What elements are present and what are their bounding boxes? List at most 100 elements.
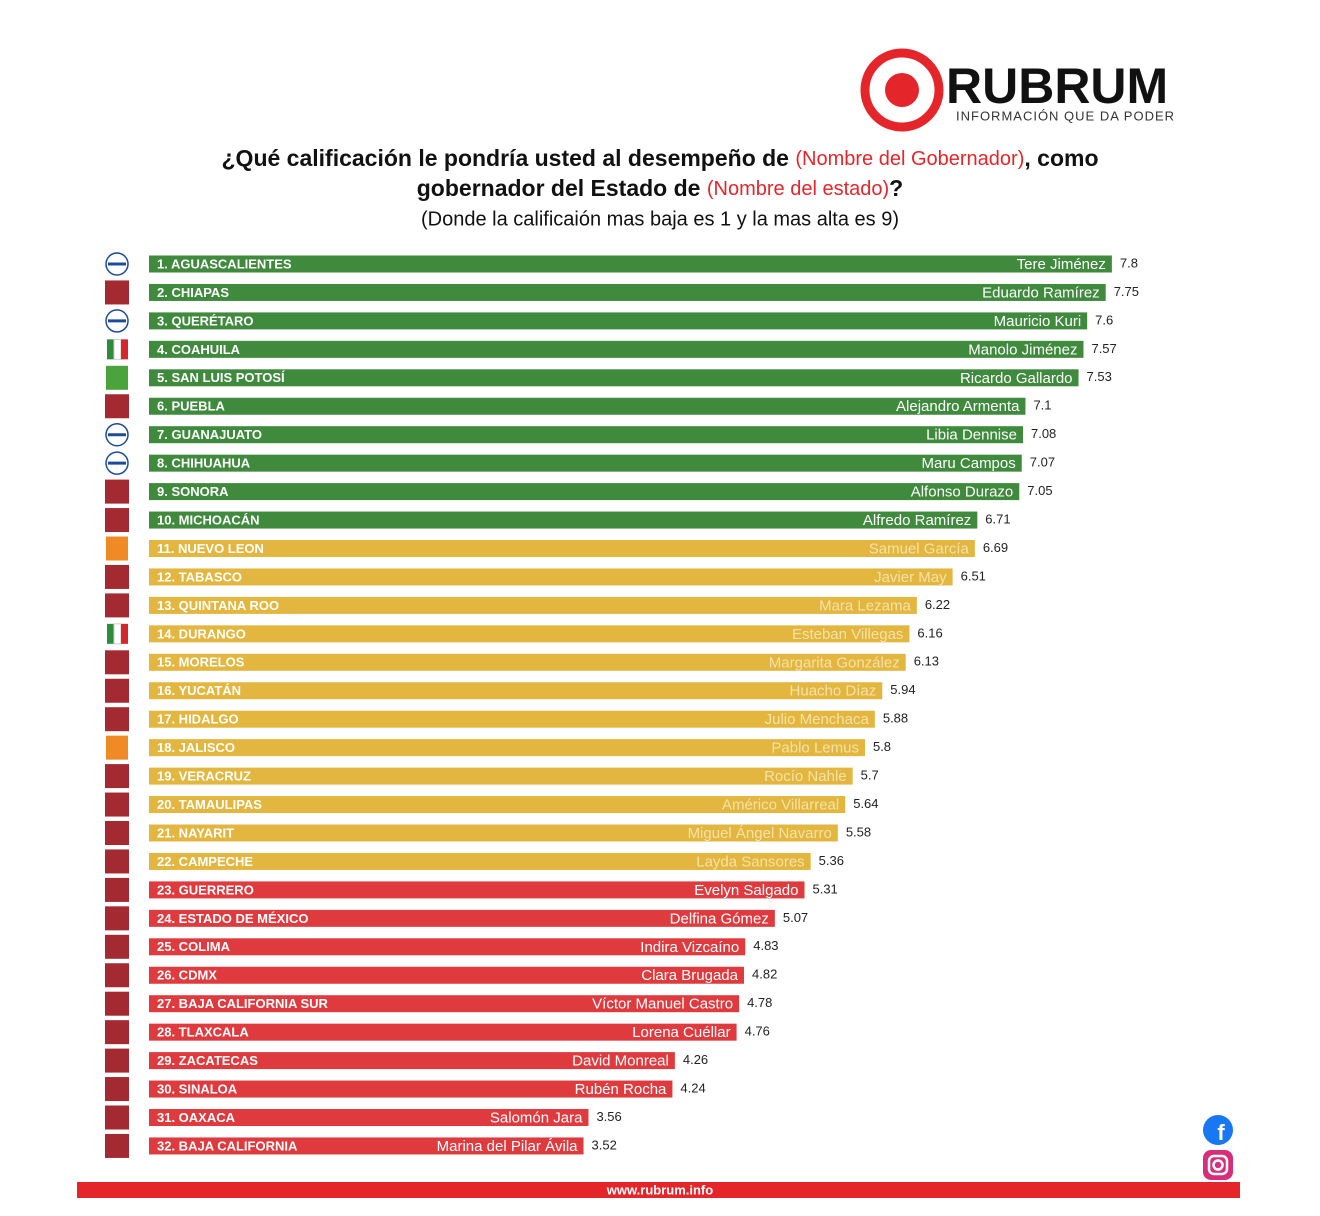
icon-shape: [107, 339, 114, 360]
bar: [149, 255, 1112, 273]
party-icon: [105, 849, 129, 874]
party-icon: [105, 678, 129, 703]
bar: [149, 1052, 675, 1070]
bar: [149, 938, 746, 956]
value-label: 6.69: [983, 540, 1008, 555]
bar: [149, 596, 917, 614]
governor-label: Pablo Lemus: [771, 740, 859, 757]
icon-shape: [113, 338, 122, 360]
governor-label: Evelyn Salgado: [694, 882, 798, 899]
party-icon: [105, 963, 129, 988]
bar: [149, 454, 1022, 472]
bar: [149, 767, 853, 785]
party-icon: [106, 735, 128, 760]
social-icons: f: [1203, 1115, 1233, 1180]
governor-label: Julio Menchaca: [765, 711, 870, 728]
party-icon: [105, 451, 129, 475]
value-label: 7.05: [1027, 483, 1052, 498]
icon-shape: [105, 1105, 129, 1130]
governor-label: Clara Brugada: [641, 967, 738, 984]
title-part: ¿Qué calificación le pondría usted al de…: [222, 145, 796, 171]
party-icon: [105, 792, 129, 817]
icon-shape: [105, 593, 129, 618]
bar: [149, 568, 953, 586]
bar: [149, 796, 846, 814]
bar: [149, 540, 975, 557]
bar: [149, 682, 883, 700]
category-label: 3. QUERÉTARO: [157, 313, 254, 328]
governor-label: David Monreal: [572, 1053, 669, 1070]
governor-label: Marina del Pilar Ávila: [437, 1138, 579, 1155]
value-label: 4.83: [753, 938, 778, 953]
governor-label: Alejandro Armenta: [896, 398, 1020, 415]
value-label: 7.75: [1114, 284, 1139, 299]
category-label: 6. PUEBLA: [157, 399, 226, 414]
category-label: 18. JALISCO: [157, 740, 235, 755]
governor-label: Samuel García: [869, 540, 970, 557]
governor-label: Víctor Manuel Castro: [592, 996, 733, 1013]
governor-label: Esteban Villegas: [792, 626, 903, 643]
party-icon: [105, 707, 129, 732]
category-label: 15. MORELOS: [157, 655, 245, 670]
icon-shape: [105, 1077, 129, 1102]
icon-shape: [105, 280, 129, 305]
category-label: 28. TLAXCALA: [157, 1025, 249, 1040]
party-icon: [105, 593, 129, 618]
value-label: 5.8: [873, 739, 891, 754]
bar: [149, 483, 1020, 501]
governor-label: Maru Campos: [922, 455, 1016, 472]
icon-shape: [105, 479, 129, 504]
value-label: 6.13: [914, 654, 939, 669]
value-label: 4.26: [683, 1052, 708, 1067]
bar: [149, 1137, 584, 1155]
icon-shape: [105, 821, 129, 845]
category-label: 24. ESTADO DE MÉXICO: [157, 911, 308, 926]
icon-shape: [105, 707, 129, 732]
value-label: 6.71: [985, 511, 1010, 526]
party-icon: [105, 564, 129, 589]
icon-shape: [106, 536, 128, 561]
category-label: 9. SONORA: [157, 484, 229, 499]
icon-shape: [105, 394, 129, 419]
party-icon: [107, 623, 128, 645]
party-icon: [105, 877, 129, 902]
governor-label: Rubén Rocha: [575, 1081, 667, 1098]
governor-label: Rocío Nahle: [764, 768, 847, 785]
svg-text:f: f: [1217, 1120, 1225, 1145]
icon-shape: [105, 678, 129, 703]
icon-shape: [105, 991, 129, 1016]
governor-label: Mara Lezama: [819, 597, 911, 614]
category-label: 17. HIDALGO: [157, 712, 239, 727]
value-label: 7.07: [1030, 455, 1055, 470]
bar: [149, 739, 865, 757]
governor-label: Ricardo Gallardo: [960, 370, 1073, 387]
party-icon: [105, 1105, 129, 1130]
value-label: 5.07: [783, 910, 808, 925]
governor-label: Mauricio Kuri: [994, 313, 1082, 330]
value-label: 3.52: [592, 1137, 617, 1152]
governor-label: Alfonso Durazo: [911, 484, 1014, 501]
icon-shape: [106, 735, 128, 760]
bar: [149, 340, 1084, 358]
icon-shape: [121, 339, 128, 360]
value-label: 4.24: [680, 1080, 705, 1095]
category-label: 20. TAMAULIPAS: [157, 797, 262, 812]
icon-shape: [105, 764, 129, 789]
category-label: 25. COLIMA: [157, 939, 231, 954]
tagline: INFORMACIÓN QUE DA PODER: [956, 108, 1175, 123]
party-icon: [107, 338, 128, 360]
governor-label: Libia Dennise: [926, 427, 1017, 444]
category-label: 27. BAJA CALIFORNIA SUR: [157, 996, 329, 1011]
value-label: 7.08: [1031, 426, 1056, 441]
value-label: 3.56: [596, 1109, 621, 1124]
value-label: 4.82: [752, 967, 777, 982]
governor-label: Delfina Gómez: [670, 910, 769, 927]
icon-shape: [113, 623, 122, 645]
governor-label: Alfredo Ramírez: [863, 512, 971, 529]
bar: [149, 1109, 589, 1126]
value-label: 7.1: [1033, 398, 1051, 413]
value-label: 5.58: [846, 824, 871, 839]
category-label: 16. YUCATÁN: [157, 683, 241, 698]
bar: [149, 653, 906, 671]
party-icon: [106, 536, 128, 561]
